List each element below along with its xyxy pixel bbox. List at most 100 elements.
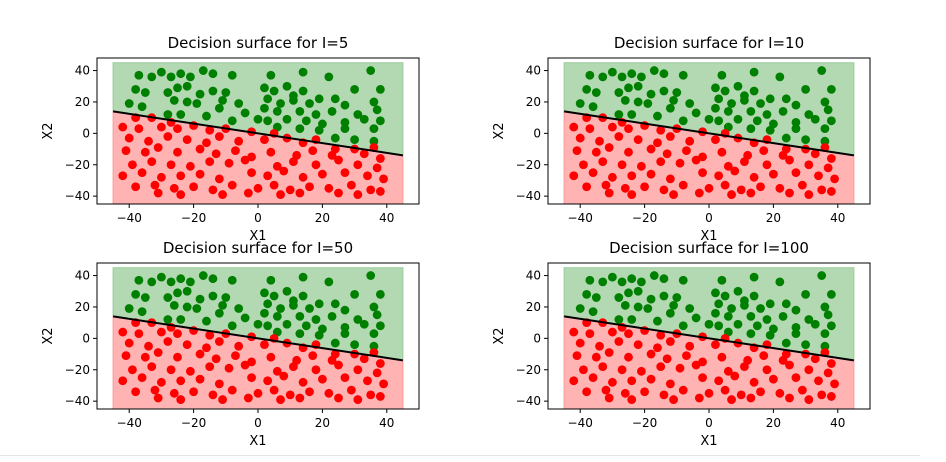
point-class-green [653, 316, 662, 326]
point-class-red [182, 135, 192, 145]
point-class-red [308, 146, 318, 156]
point-class-green [817, 66, 827, 75]
point-class-green [359, 114, 369, 124]
point-class-red [804, 365, 814, 375]
point-class-green [727, 304, 736, 313]
point-class-green [765, 330, 775, 340]
point-class-red [791, 168, 801, 178]
point-class-red [205, 330, 215, 340]
point-class-red [247, 373, 256, 383]
x-axis-label: X1 [700, 434, 717, 449]
point-class-green [791, 100, 801, 110]
point-class-green [202, 111, 211, 121]
point-class-red [572, 146, 582, 156]
point-class-green [723, 311, 733, 321]
points [118, 66, 388, 199]
point-class-red [334, 360, 343, 370]
decision-boundary [563, 110, 855, 157]
point-class-green [608, 272, 617, 282]
point-class-red [804, 395, 814, 404]
point-class-red [598, 157, 608, 167]
point-class-green [746, 329, 756, 339]
points [569, 66, 839, 199]
point-class-red [662, 149, 672, 159]
point-class-green [627, 69, 637, 79]
point-class-red [202, 138, 211, 148]
point-class-red [144, 341, 153, 351]
point-class-red [691, 155, 701, 165]
point-class-green [173, 288, 182, 298]
point-class-green [678, 321, 688, 331]
point-class-green [214, 308, 224, 318]
point-class-red [640, 182, 649, 192]
point-class-red [817, 390, 827, 400]
point-class-green [163, 293, 173, 302]
point-class-green [633, 302, 643, 312]
point-class-red [118, 327, 128, 337]
point-class-red [588, 373, 598, 383]
point-class-green [350, 289, 359, 299]
point-class-green [685, 304, 695, 313]
point-class-green [366, 271, 376, 280]
point-class-green [295, 124, 305, 134]
point-class-red [346, 385, 356, 395]
y-tick-label: 40 [526, 64, 541, 78]
point-class-red [665, 132, 675, 141]
point-class-green [672, 88, 682, 97]
point-class-red [685, 341, 695, 351]
point-class-red [214, 174, 224, 184]
point-class-red [375, 392, 385, 401]
point-class-green [327, 106, 337, 116]
point-class-red [762, 365, 772, 375]
point-class-green [733, 114, 743, 124]
point-class-red [353, 190, 363, 199]
point-class-green [260, 103, 269, 113]
point-class-red [266, 352, 276, 362]
point-class-green [691, 313, 701, 323]
point-class-green [375, 116, 385, 126]
point-class-red [633, 340, 643, 350]
point-class-green [659, 291, 669, 301]
point-class-green [691, 108, 701, 118]
point-class-red [169, 388, 179, 398]
point-class-red [646, 169, 656, 179]
point-class-red [582, 182, 592, 192]
point-class-green [260, 288, 269, 298]
points [118, 271, 388, 404]
point-class-red [759, 351, 769, 361]
point-class-red [727, 190, 736, 199]
point-class-red [723, 161, 733, 171]
point-class-green [195, 89, 205, 99]
point-class-red [717, 352, 727, 362]
point-class-red [675, 363, 685, 373]
point-class-green [176, 69, 186, 79]
decision-boundary [563, 315, 855, 362]
point-class-green [649, 271, 659, 280]
point-class-red [601, 180, 611, 190]
point-class-red [173, 124, 182, 134]
x-tick-label: 20 [315, 211, 330, 225]
point-class-green [369, 329, 379, 339]
point-class-green [218, 300, 227, 310]
point-class-red [153, 143, 163, 152]
point-class-red [150, 180, 160, 190]
point-class-red [318, 169, 327, 179]
x-tick-label: −40 [117, 416, 142, 430]
point-class-green [147, 277, 157, 287]
point-class-green [820, 97, 830, 107]
y-tick-label: −20 [65, 363, 90, 377]
point-class-red [646, 144, 656, 154]
point-class-red [224, 363, 234, 373]
point-class-red [675, 158, 685, 168]
point-class-green [295, 311, 305, 321]
point-class-green [330, 299, 340, 309]
point-class-green [791, 305, 801, 315]
point-class-red [691, 360, 701, 370]
point-class-green [762, 315, 772, 324]
point-class-green [669, 300, 678, 310]
point-class-red [575, 338, 585, 348]
x-tick-label: 20 [766, 211, 781, 225]
point-class-red [176, 395, 186, 404]
point-class-green [375, 321, 385, 331]
point-class-red [327, 355, 337, 365]
